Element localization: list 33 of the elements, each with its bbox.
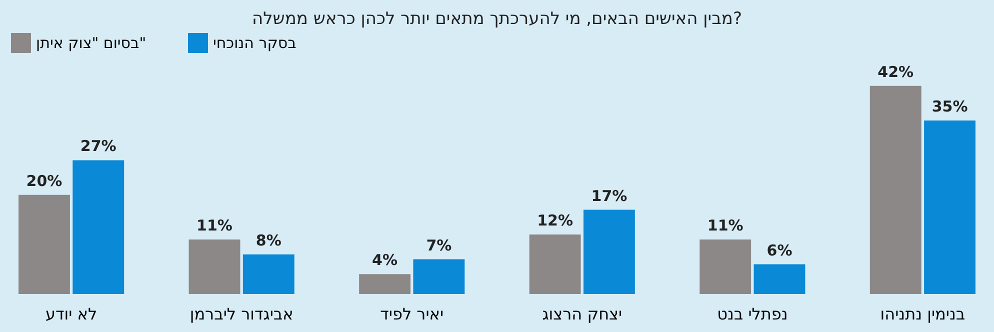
data-label: 27% xyxy=(80,137,116,156)
data-label: 17% xyxy=(591,186,628,205)
data-label: 42% xyxy=(878,62,914,81)
bar xyxy=(72,160,124,294)
data-label: 12% xyxy=(537,212,574,230)
bar xyxy=(188,239,240,294)
data-label: 8% xyxy=(256,231,282,250)
bar xyxy=(583,210,635,294)
bar xyxy=(700,239,752,294)
data-label: 11% xyxy=(196,216,232,234)
bar xyxy=(359,274,411,294)
legend-label: בסקר הנוכחי xyxy=(213,34,297,52)
data-label: 4% xyxy=(372,251,398,270)
x-tick-label: יאיר לפיד xyxy=(380,304,444,324)
x-tick-label: יצחק הרצוג xyxy=(542,304,622,324)
bar xyxy=(413,259,465,294)
bar xyxy=(529,234,581,294)
data-label: 6% xyxy=(766,241,792,260)
x-tick-label: נפתלי בנט xyxy=(717,304,788,324)
bar xyxy=(18,194,70,294)
chart-title: מבין האישים הבאים, מי להערכתך מתאים יותר לכהן כראש ממשלה? xyxy=(252,9,742,29)
x-tick-label: אביגדור ליברמן xyxy=(190,304,294,324)
data-label: 20% xyxy=(26,172,62,190)
bar xyxy=(242,254,294,294)
data-label: 7% xyxy=(426,236,452,254)
bar xyxy=(754,264,806,294)
data-label: 35% xyxy=(932,98,968,116)
data-label: 11% xyxy=(707,216,744,234)
x-tick-label: בנימין נתניהו xyxy=(880,304,966,324)
bar xyxy=(924,120,976,294)
legend-label: בסיום "צוק איתן" xyxy=(36,34,146,52)
bar xyxy=(870,86,922,294)
x-tick-label: לא יודע xyxy=(46,304,98,324)
